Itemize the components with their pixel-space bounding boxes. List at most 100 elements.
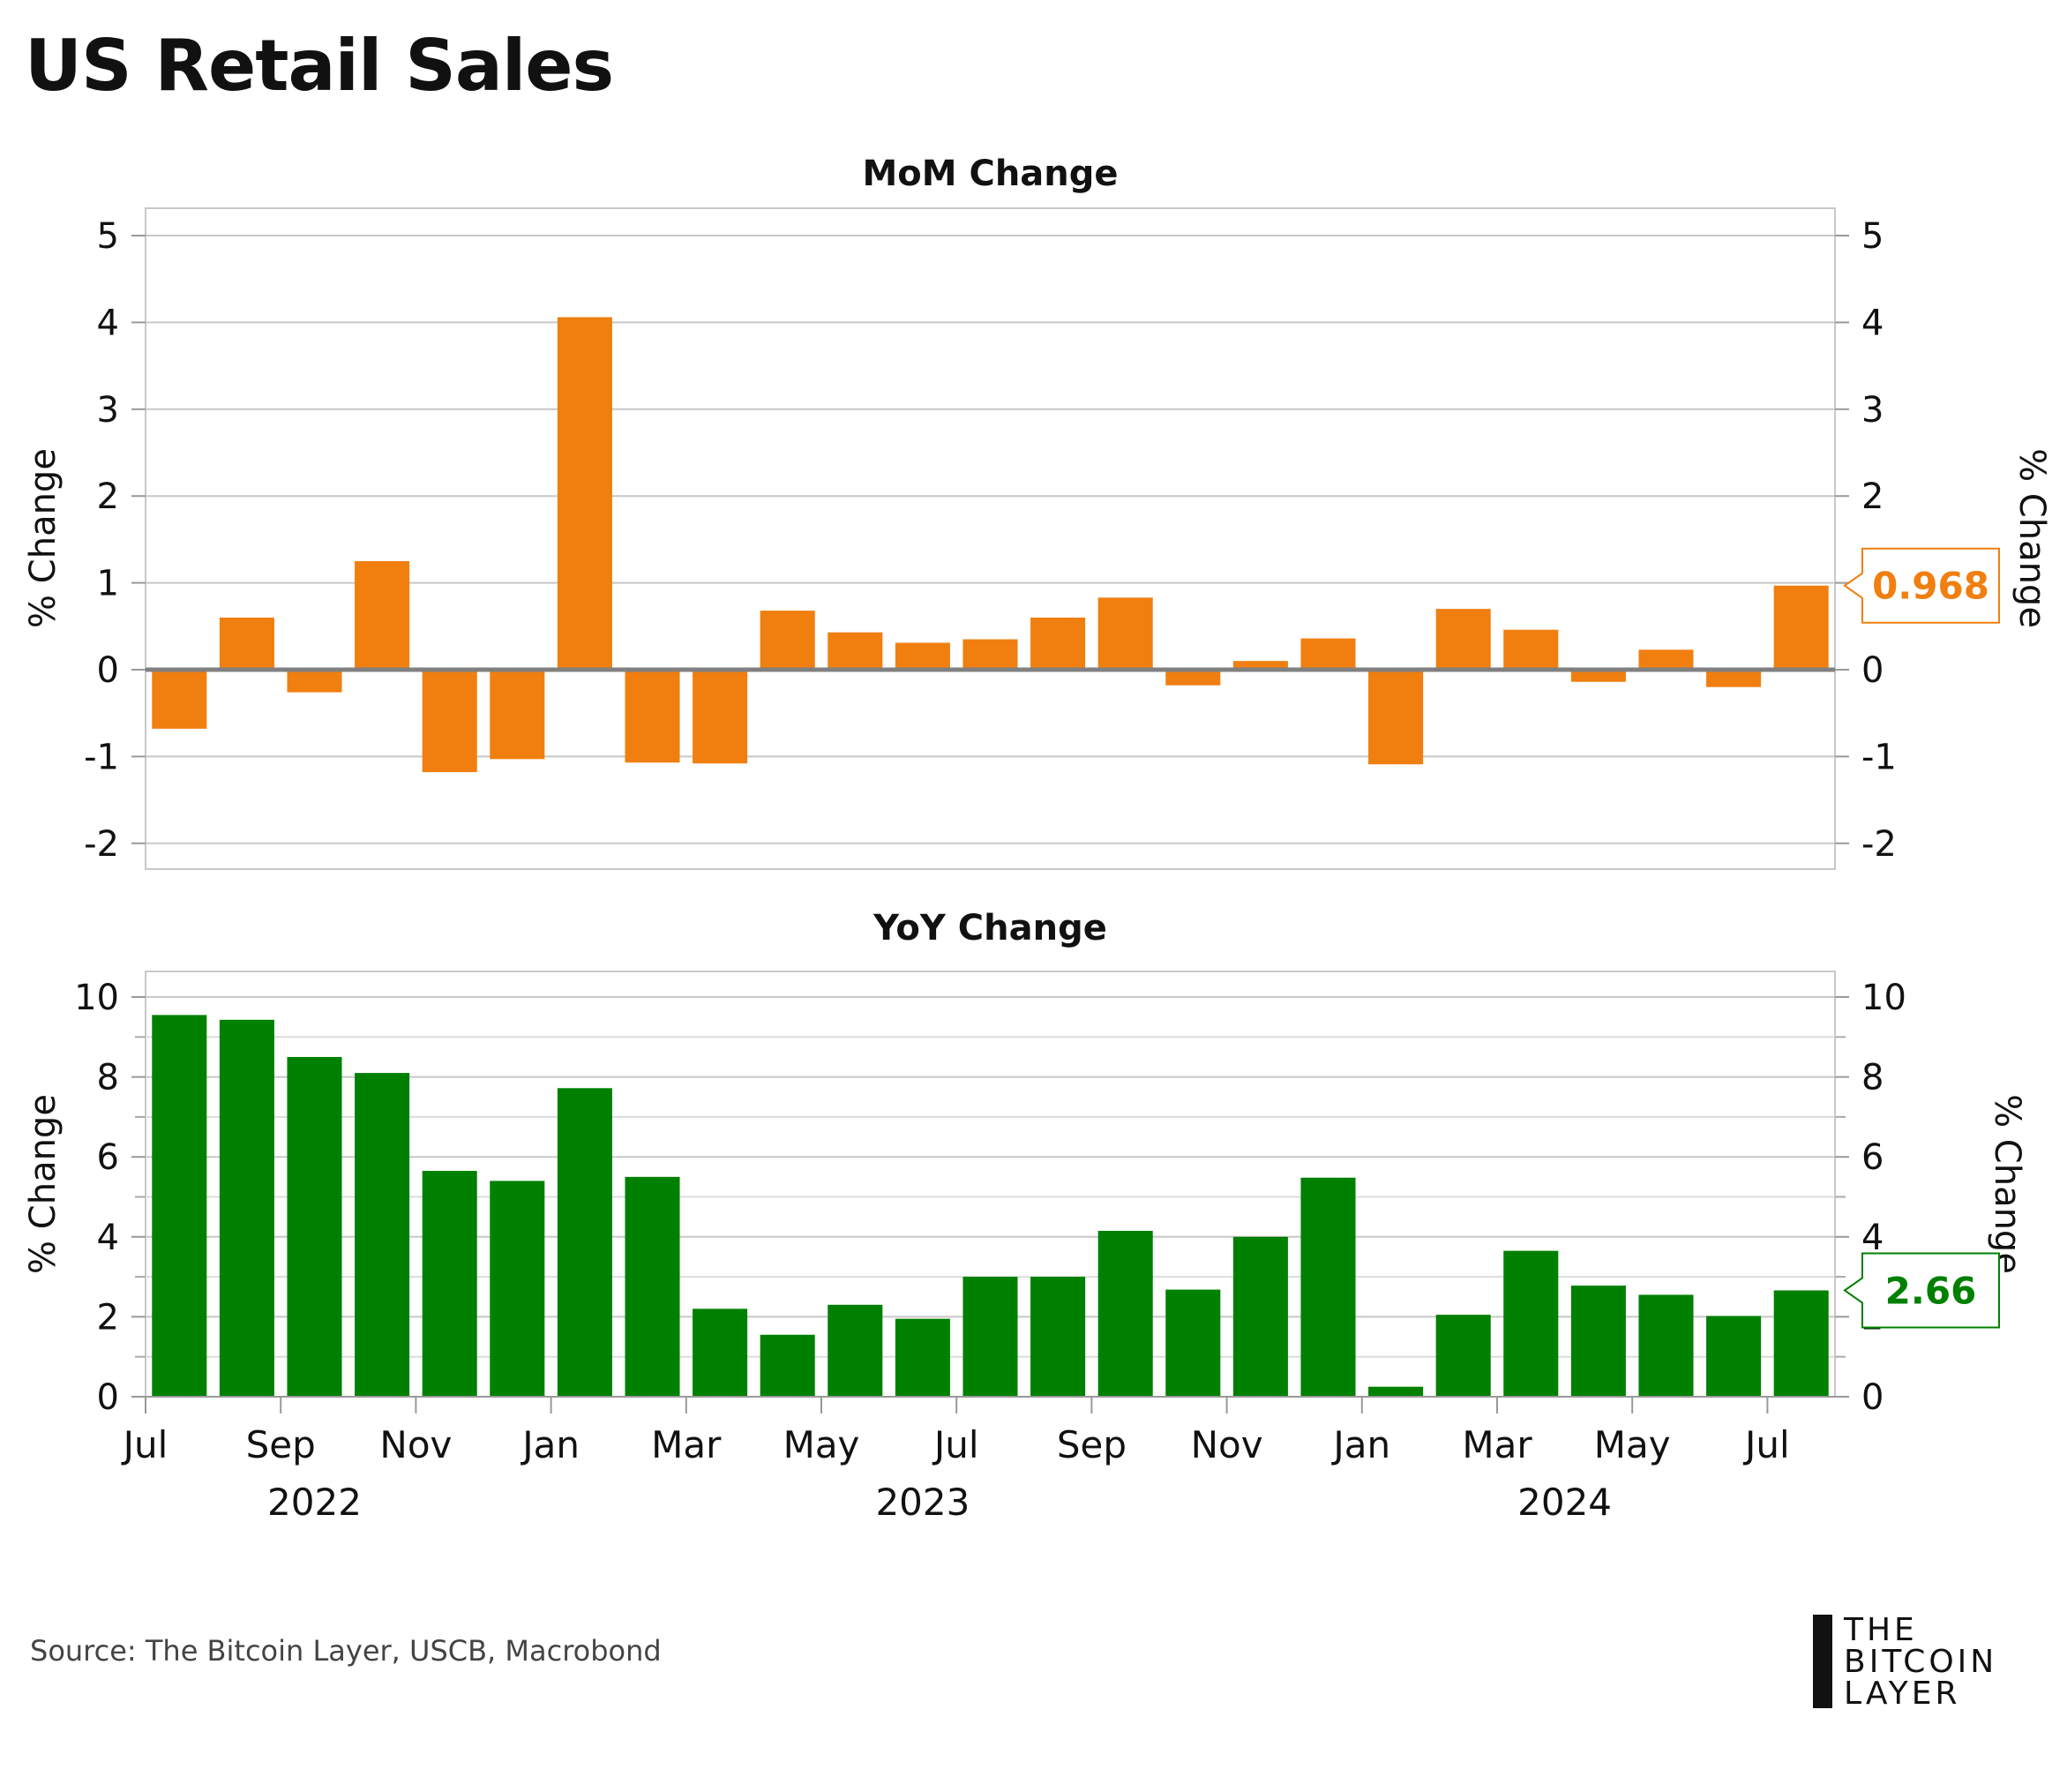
x-month-label: Nov [379, 1423, 452, 1466]
mom-bar [1570, 670, 1626, 682]
mom-ylabel-right: % Change [2011, 448, 2052, 628]
yoy-ytick-label-right: 10 [1861, 978, 1906, 1018]
mom-ytick-label-left: 1 [97, 564, 119, 604]
mom-bar [1232, 661, 1288, 670]
yoy-last-value-callout [1843, 1252, 2000, 1329]
x-month-label: May [1594, 1423, 1671, 1466]
yoy-bar [1435, 1315, 1491, 1397]
mom-bar [557, 317, 612, 670]
yoy-bar [895, 1318, 950, 1397]
mom-ytick-label-left: 2 [97, 476, 119, 517]
mom-bar [1706, 670, 1762, 687]
mom-bar [490, 670, 545, 760]
mom-bar [355, 561, 410, 670]
mom-ytick-label-right: -1 [1861, 737, 1897, 777]
yoy-ytick-label-left: 8 [97, 1058, 119, 1098]
yoy-bar [1706, 1316, 1762, 1397]
yoy-ylabel-left: % Change [23, 1094, 64, 1274]
yoy-ylabel-right: % Change [1987, 1094, 2027, 1274]
yoy-bar [422, 1171, 477, 1397]
yoy-bar [1368, 1386, 1424, 1397]
yoy-bar [760, 1334, 815, 1397]
x-month-label: Mar [651, 1423, 722, 1466]
yoy-bar [1232, 1236, 1288, 1397]
mom-bar [1300, 638, 1356, 670]
mom-ytick-label-left: 0 [97, 650, 119, 691]
logo-line-1: THE [1844, 1612, 1918, 1648]
x-month-label: Jul [932, 1423, 979, 1466]
yoy-bar [1638, 1294, 1694, 1397]
mom-ytick-label-left: 3 [97, 390, 119, 431]
yoy-bar [355, 1073, 410, 1397]
yoy-ytick-label-left: 10 [74, 978, 119, 1018]
yoy-ytick-label-left: 6 [97, 1137, 119, 1178]
yoy-bar [1773, 1290, 1829, 1397]
mom-bar [1165, 670, 1221, 686]
yoy-bar [152, 1015, 207, 1397]
yoy-bar [490, 1181, 545, 1397]
yoy-bar [693, 1308, 748, 1397]
x-year-label: 2023 [875, 1481, 970, 1524]
bitcoin-layer-logo: THE BITCOIN LAYER [1813, 1615, 2051, 1712]
mom-bar [1773, 585, 1829, 670]
x-month-label: Jan [1330, 1423, 1390, 1466]
mom-bar [1097, 597, 1153, 670]
mom-panel-title: MoM Change [862, 154, 1118, 194]
mom-ytick-label-right: -2 [1861, 824, 1897, 865]
x-month-label: Sep [1057, 1423, 1127, 1466]
mom-bar [219, 617, 274, 670]
x-month-label: Jul [121, 1423, 169, 1466]
yoy-bar [1165, 1289, 1221, 1397]
x-year-label: 2022 [267, 1481, 362, 1524]
yoy-bar [1503, 1250, 1559, 1397]
yoy-last-value-label: 2.66 [1885, 1270, 1977, 1313]
yoy-ytick-label-left: 2 [97, 1297, 119, 1338]
yoy-ytick-label-right: 6 [1861, 1137, 1884, 1178]
mom-bar [287, 670, 342, 693]
yoy-bar [1300, 1177, 1356, 1397]
x-month-label: Mar [1462, 1423, 1532, 1466]
mom-bar [1638, 649, 1694, 670]
mom-ytick-label-left: -2 [84, 824, 119, 865]
mom-ytick-label-right: 4 [1861, 303, 1884, 343]
yoy-panel-title: YoY Change [872, 908, 1107, 948]
yoy-bar [557, 1088, 612, 1397]
mom-bar [962, 639, 1018, 670]
mom-ytick-label-right: 0 [1861, 650, 1884, 691]
mom-plot-frame [145, 207, 1836, 870]
source-note: Source: The Bitcoin Layer, USCB, Macrobo… [30, 1634, 662, 1668]
yoy-bar [1030, 1277, 1086, 1397]
yoy-ytick-label-right: 4 [1861, 1218, 1884, 1258]
mom-bar [828, 632, 883, 670]
mom-ytick-label-right: 2 [1861, 476, 1884, 517]
logo-line-3: LAYER [1844, 1676, 1961, 1712]
yoy-ytick-label-left: 4 [97, 1218, 119, 1258]
mom-last-value-label: 0.968 [1872, 565, 1989, 608]
mom-bar [1368, 670, 1424, 765]
mom-bar [1503, 629, 1559, 670]
yoy-bar [287, 1056, 342, 1397]
x-month-label: Sep [246, 1423, 316, 1466]
mom-bar [760, 611, 815, 670]
mom-bar [895, 642, 950, 670]
yoy-ytick-label-right: 8 [1861, 1058, 1884, 1098]
mom-ytick-label-left: 5 [97, 216, 119, 257]
mom-bar [422, 670, 477, 773]
yoy-bar [219, 1019, 274, 1397]
mom-bar [1030, 617, 1086, 670]
yoy-ytick-label-left: 0 [97, 1377, 119, 1418]
yoy-bar [1570, 1286, 1626, 1397]
yoy-ytick-label-right: 0 [1861, 1377, 1884, 1418]
yoy-bar [962, 1277, 1018, 1397]
x-month-label: Nov [1191, 1423, 1263, 1466]
mom-last-value-callout [1843, 547, 2000, 624]
mom-bar [693, 670, 748, 764]
logo-line-2: BITCOIN [1844, 1644, 1998, 1680]
yoy-bar [1097, 1231, 1153, 1397]
x-year-label: 2024 [1517, 1481, 1612, 1524]
mom-ytick-label-left: 4 [97, 303, 119, 343]
yoy-bar [625, 1176, 680, 1397]
mom-ytick-label-right: 3 [1861, 390, 1884, 431]
mom-bar [625, 670, 680, 763]
